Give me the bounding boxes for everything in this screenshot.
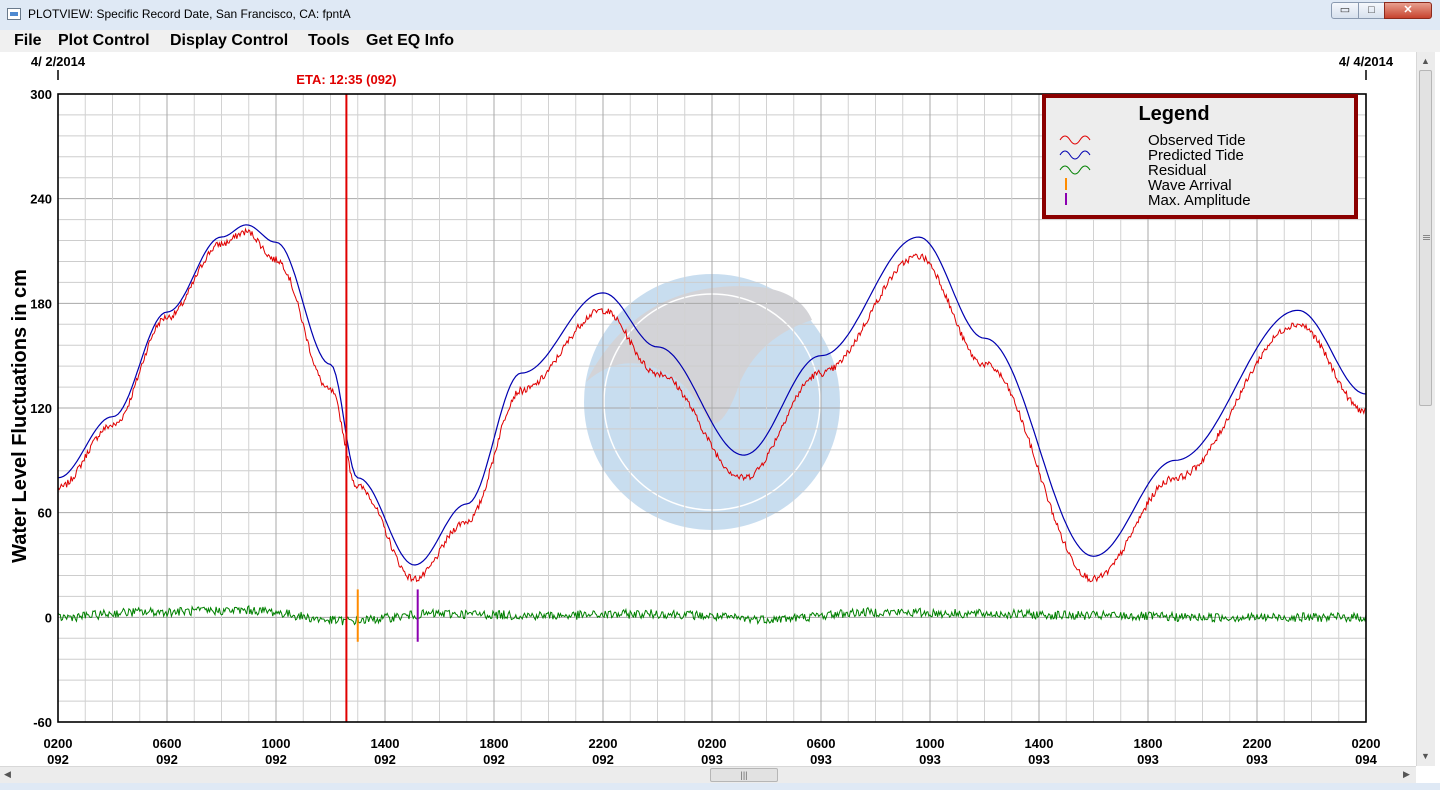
y-tick-label: 300 xyxy=(30,87,52,102)
y-tick-label: -60 xyxy=(33,715,52,730)
legend-swatch-wave xyxy=(1059,150,1091,160)
menu-display-control[interactable]: Display Control xyxy=(170,32,289,49)
x-tick-label: 1400 xyxy=(371,736,400,751)
x-tick-day-label: 093 xyxy=(1028,752,1050,766)
x-tick-day-label: 093 xyxy=(1246,752,1268,766)
x-tick-label: 0600 xyxy=(807,736,836,751)
vertical-scrollbar[interactable]: ▲ ▼ xyxy=(1416,52,1435,766)
x-tick-label: 0200 xyxy=(44,736,73,751)
close-button[interactable]: ✕ xyxy=(1384,2,1432,19)
legend-entry-label: Wave Arrival xyxy=(1148,177,1232,194)
window-title: PLOTVIEW: Specific Record Date, San Fran… xyxy=(28,7,351,21)
vertical-scroll-thumb[interactable] xyxy=(1419,70,1432,406)
x-tick-label: 1000 xyxy=(262,736,291,751)
x-end-date-label: 4/ 4/2014 xyxy=(1339,54,1394,69)
x-tick-label: 1400 xyxy=(1025,736,1054,751)
legend-swatch-wave xyxy=(1059,135,1091,145)
app-icon xyxy=(7,8,21,20)
x-tick-day-label: 092 xyxy=(592,752,614,766)
chart-series: ETA: 12:35 (092) xyxy=(57,72,1367,722)
menu-bar: File Plot Control Display Control Tools … xyxy=(0,30,1440,52)
legend-entry-label: Observed Tide xyxy=(1148,132,1246,149)
y-tick-label: 240 xyxy=(30,192,52,207)
scroll-left-icon[interactable]: ◀ xyxy=(4,769,11,779)
x-tick-label: 1800 xyxy=(1134,736,1163,751)
series-residual xyxy=(57,604,1367,626)
eta-label: ETA: 12:35 (092) xyxy=(296,72,396,87)
x-tick-day-label: 094 xyxy=(1355,752,1377,766)
y-tick-label: 120 xyxy=(30,401,52,416)
x-tick-label: 1800 xyxy=(480,736,509,751)
menu-get-eq-info[interactable]: Get EQ Info xyxy=(366,32,454,49)
x-tick-label: 2200 xyxy=(589,736,618,751)
legend-entry-label: Residual xyxy=(1148,162,1206,179)
title-bar: PLOTVIEW: Specific Record Date, San Fran… xyxy=(0,0,1440,31)
scroll-right-icon[interactable]: ▶ xyxy=(1403,769,1410,779)
x-tick-day-label: 093 xyxy=(1137,752,1159,766)
x-tick-label: 1000 xyxy=(916,736,945,751)
menu-file[interactable]: File xyxy=(14,32,42,49)
horizontal-scroll-thumb[interactable]: ||| xyxy=(710,768,778,782)
menu-plot-control[interactable]: Plot Control xyxy=(58,32,150,49)
x-tick-label: 0600 xyxy=(153,736,182,751)
x-tick-day-label: 092 xyxy=(265,752,287,766)
plot-frame xyxy=(57,93,1367,723)
legend-box xyxy=(1042,94,1358,219)
x-tick-label: 0200 xyxy=(698,736,727,751)
scroll-up-icon[interactable]: ▲ xyxy=(1421,56,1430,66)
x-tick-day-label: 092 xyxy=(47,752,69,766)
y-tick-label: 180 xyxy=(30,296,52,311)
x-tick-day-label: 092 xyxy=(483,752,505,766)
x-tick-day-label: 092 xyxy=(374,752,396,766)
y-tick-label: 60 xyxy=(38,506,52,521)
maximize-button[interactable]: □ xyxy=(1358,2,1385,19)
horizontal-scrollbar[interactable]: ◀ ||| ▶ xyxy=(0,766,1416,784)
series-observed-tide xyxy=(57,227,1367,583)
x-tick-day-label: 093 xyxy=(919,752,941,766)
x-tick-label: 0200 xyxy=(1352,736,1381,751)
y-axis-label: Water Level Fluctuations in cm xyxy=(9,269,31,563)
x-tick-day-label: 093 xyxy=(810,752,832,766)
x-tick-label: 2200 xyxy=(1243,736,1272,751)
minimize-button[interactable]: ▭ xyxy=(1331,2,1359,19)
x-tick-day-label: 092 xyxy=(156,752,178,766)
scroll-down-icon[interactable]: ▼ xyxy=(1421,751,1430,761)
y-tick-label: 0 xyxy=(45,610,52,625)
x-tick-day-label: 093 xyxy=(701,752,723,766)
legend-entry-label: Predicted Tide xyxy=(1148,147,1244,164)
legend-title: Legend xyxy=(1138,103,1209,125)
chart-axes: 300240180120600-600200092060009210000921… xyxy=(30,54,1394,766)
x-start-date-label: 4/ 2/2014 xyxy=(31,54,86,69)
tide-chart: ETA: 12:35 (092) 300240180120600-6002000… xyxy=(9,54,1394,766)
legend-entry-label: Max. Amplitude xyxy=(1148,192,1251,209)
series-predicted-tide xyxy=(57,224,1367,566)
legend-swatch-wave xyxy=(1059,165,1091,175)
window-frame-bottom xyxy=(0,783,1440,790)
menu-tools[interactable]: Tools xyxy=(308,32,350,49)
